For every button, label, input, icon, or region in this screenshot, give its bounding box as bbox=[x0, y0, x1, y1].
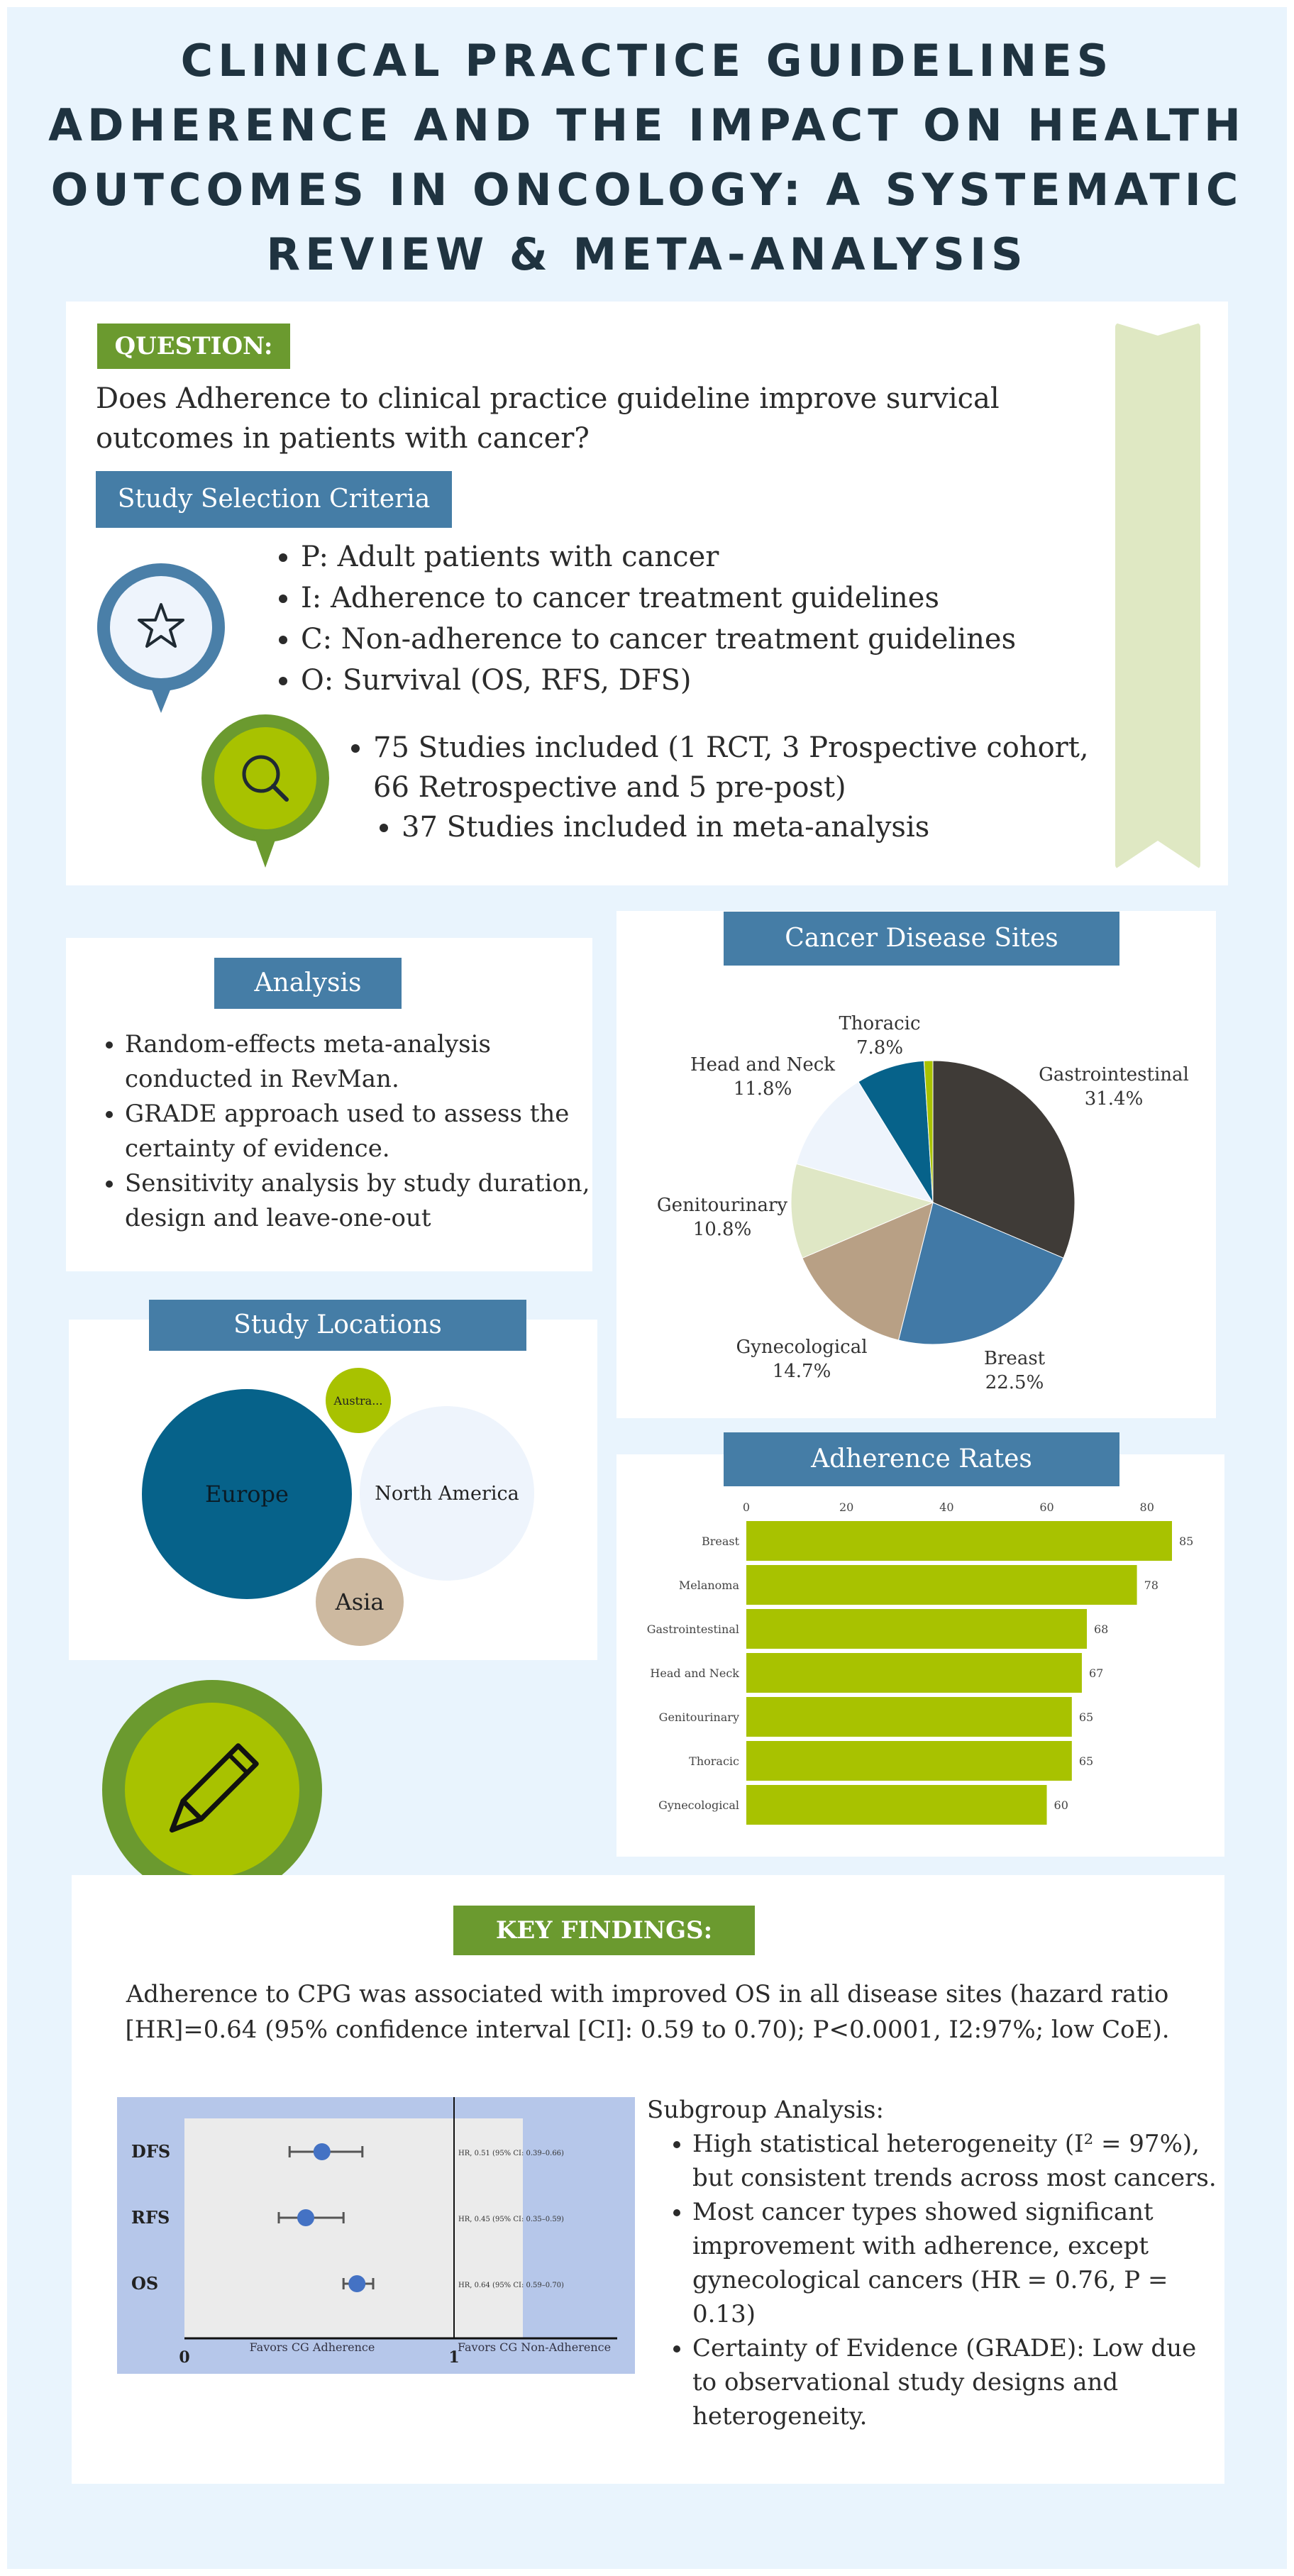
pencil-pin-icon bbox=[101, 1679, 323, 1943]
included-item: 75 Studies included (1 RCT, 3 Prospectiv… bbox=[373, 728, 1132, 807]
bar-value-label: 60 bbox=[1054, 1798, 1068, 1812]
star-pin-icon bbox=[94, 560, 228, 717]
bar-value-label: 78 bbox=[1144, 1579, 1158, 1592]
bar-thoracic bbox=[746, 1741, 1072, 1781]
pie-label-thoracic: Thoracic 7.8% bbox=[839, 1013, 921, 1058]
bar-category-label: Thoracic bbox=[689, 1754, 739, 1768]
x-tick-label: 60 bbox=[1039, 1500, 1054, 1514]
included-list: 75 Studies included (1 RCT, 3 Prospectiv… bbox=[341, 728, 1132, 847]
forest-hr-label: HR, 0.45 (95% CI: 0.35–0.59) bbox=[458, 2216, 564, 2223]
forest-plot-area bbox=[184, 2118, 523, 2338]
forest-estimate-point bbox=[313, 2143, 331, 2160]
forest-row-label: DFS bbox=[131, 2141, 170, 2162]
pie-label-head-and-neck: Head and Neck 11.8% bbox=[690, 1054, 836, 1100]
search-pin-icon bbox=[199, 712, 332, 869]
pie-label-gynecological: Gynecological 14.7% bbox=[736, 1337, 868, 1382]
bar-value-label: 85 bbox=[1179, 1535, 1193, 1548]
subgroup-item: Certainty of Evidence (GRADE): Low due t… bbox=[692, 2331, 1221, 2433]
bar-melanoma bbox=[746, 1565, 1137, 1605]
bar-gastrointestinal bbox=[746, 1609, 1087, 1649]
adherence-tag: Adherence Rates bbox=[724, 1432, 1119, 1486]
subgroup-title: Subgroup Analysis: bbox=[647, 2096, 884, 2124]
bar-category-label: Genitourinary bbox=[659, 1710, 739, 1724]
forest-estimate-point bbox=[348, 2275, 366, 2292]
pie-label-genitourinary: Genitourinary 10.8% bbox=[656, 1195, 788, 1240]
analysis-list: Random-effects meta-analysis conducted i… bbox=[92, 1027, 614, 1236]
locations-tag: Study Locations bbox=[149, 1300, 526, 1351]
forest-hr-label: HR, 0.64 (95% CI: 0.59–0.70) bbox=[458, 2282, 564, 2289]
x-tick-label: 80 bbox=[1140, 1500, 1154, 1514]
analysis-tag: Analysis bbox=[214, 958, 402, 1009]
subgroup-list: High statistical heterogeneity (I² = 97%… bbox=[660, 2127, 1221, 2433]
bubble-north-america: North America bbox=[360, 1406, 534, 1581]
bar-head-and-neck bbox=[746, 1653, 1082, 1693]
key-findings-tag: KEY FINDINGS: bbox=[453, 1906, 755, 1955]
forest-plot: 0 1 Favors CG Adherence Favors CG Non-Adher… bbox=[131, 2097, 617, 2367]
bubble-europe: Europe bbox=[142, 1389, 352, 1599]
analysis-item: GRADE approach used to assess the certai… bbox=[125, 1097, 614, 1166]
criteria-item: P: Adult patients with cancer bbox=[301, 536, 1117, 577]
bubble-asia: Asia bbox=[316, 1558, 404, 1646]
disease-sites-tag: Cancer Disease Sites bbox=[724, 912, 1119, 966]
pie-slice-other bbox=[923, 1060, 934, 1203]
pie-slice-thoracic bbox=[858, 1060, 934, 1203]
pie-label-gastrointestinal: Gastrointestinal 31.4% bbox=[1039, 1064, 1189, 1110]
pie-slice-head-and-neck bbox=[795, 1081, 934, 1203]
criteria-item: I: Adherence to cancer treatment guideli… bbox=[301, 577, 1117, 619]
disease-sites-pie-chart bbox=[790, 1060, 1075, 1345]
forest-row-label: OS bbox=[131, 2273, 158, 2294]
bar-category-label: Breast bbox=[702, 1535, 740, 1548]
analysis-item: Sensitivity analysis by study duration, … bbox=[125, 1166, 614, 1236]
bar-category-label: Head and Neck bbox=[650, 1666, 739, 1680]
criteria-item: C: Non-adherence to cancer treatment gui… bbox=[301, 619, 1117, 660]
forest-estimate-point bbox=[297, 2209, 314, 2226]
bubble-label: North America bbox=[375, 1482, 519, 1505]
criteria-item: O: Survival (OS, RFS, DFS) bbox=[301, 660, 1117, 701]
x-tick-label: 0 bbox=[743, 1500, 750, 1514]
page-title: CLINICAL PRACTICE GUIDELINES ADHERENCE A… bbox=[48, 35, 1246, 280]
bubble-australia: Austra... bbox=[326, 1368, 391, 1433]
forest-tick-label: 0 bbox=[179, 2348, 189, 2367]
key-findings-summary: Adherence to CPG was associated with imp… bbox=[125, 1980, 1170, 2044]
criteria-list: P: Adult patients with cancer I: Adheren… bbox=[268, 536, 1117, 701]
x-tick-label: 20 bbox=[839, 1500, 853, 1514]
bar-category-label: Melanoma bbox=[679, 1579, 740, 1592]
bar-gynecological bbox=[746, 1785, 1047, 1825]
pie-slice-gastrointestinal bbox=[932, 1060, 1075, 1259]
favors-adherence-label: Favors CG Adherence bbox=[250, 2340, 375, 2354]
favors-non-adherence-label: Favors CG Non-Adherence bbox=[458, 2340, 611, 2354]
adherence-bar-chart: 0 20 40 60 80 Breast 85 Melanoma 78 Gastrointesti… bbox=[647, 1500, 1193, 1825]
pie-slice-genitourinary bbox=[790, 1163, 934, 1259]
subgroup-item: High statistical heterogeneity (I² = 97%… bbox=[692, 2127, 1221, 2195]
x-tick-label: 40 bbox=[939, 1500, 953, 1514]
subgroup-item: Most cancer types showed significant imp… bbox=[692, 2195, 1221, 2331]
analysis-item: Random-effects meta-analysis conducted i… bbox=[125, 1027, 614, 1097]
forest-row-label: RFS bbox=[131, 2207, 170, 2228]
forest-tick-label: 1 bbox=[448, 2348, 459, 2367]
pie-label-breast: Breast 22.5% bbox=[983, 1348, 1046, 1393]
bubble-label: Asia bbox=[335, 1588, 385, 1615]
bar-genitourinary bbox=[746, 1697, 1072, 1737]
question-text: Does Adherence to clinical practice guid… bbox=[96, 382, 1000, 455]
criteria-tag: Study Selection Criteria bbox=[96, 471, 452, 528]
meta-item: 37 Studies included in meta-analysis bbox=[402, 807, 1132, 847]
forest-hr-label: HR, 0.51 (95% CI: 0.39–0.66) bbox=[458, 2150, 564, 2157]
bar-category-label: Gynecological bbox=[658, 1798, 739, 1812]
question-tag: QUESTION: bbox=[97, 324, 290, 369]
bar-value-label: 65 bbox=[1079, 1710, 1093, 1724]
bar-category-label: Gastrointestinal bbox=[647, 1623, 739, 1636]
bar-breast bbox=[746, 1521, 1172, 1561]
bar-value-label: 65 bbox=[1079, 1754, 1093, 1768]
pie-slice-gynecological bbox=[802, 1202, 934, 1341]
bar-value-label: 68 bbox=[1094, 1623, 1108, 1636]
bubble-label: Europe bbox=[205, 1481, 289, 1508]
pie-slice-breast bbox=[897, 1202, 1064, 1345]
bubble-label: Austra... bbox=[333, 1393, 383, 1408]
decorative-ribbon bbox=[1115, 323, 1200, 869]
bar-value-label: 67 bbox=[1089, 1666, 1103, 1680]
